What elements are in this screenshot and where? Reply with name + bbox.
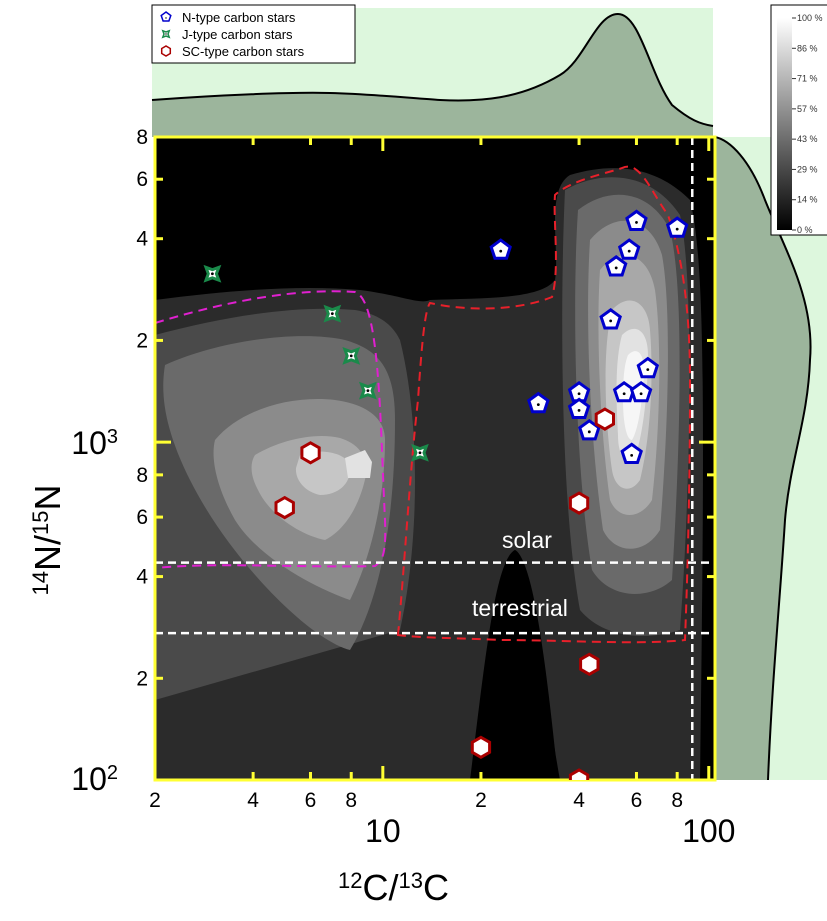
marker-hexagon-1 [300, 441, 321, 465]
marker-star4-0 [203, 264, 222, 283]
axis-ticks [153, 135, 715, 782]
x-tick-label-2: 6 [305, 789, 317, 812]
data-markers [203, 209, 689, 780]
colorbar-label-4: 43 % [797, 134, 818, 144]
y-major-tick-label-1: 103 [71, 425, 118, 461]
y-axis-title-sup2: 15 [28, 511, 53, 535]
x-tick-label-7: 8 [671, 789, 683, 812]
right-marginal-density [715, 137, 811, 780]
x-tick-label-3: 8 [345, 789, 357, 812]
reference-lines [155, 137, 715, 780]
y-tick-label-4: 2 [136, 329, 148, 352]
marker-hexagon-0 [274, 495, 295, 520]
colorbar-label-3: 57 % [797, 104, 818, 114]
marker-pentagon-9 [620, 442, 643, 464]
marker-pentagon-4 [578, 418, 601, 441]
y-axis-title-base1: N/ [27, 535, 68, 571]
marker-hexagon-3 [568, 768, 590, 780]
y-axis-title-sup1: 14 [28, 571, 53, 595]
colorbar-label-0: 100 % [797, 13, 823, 23]
legend: N-type carbon stars J-type carbon stars … [151, 4, 356, 64]
marker-pentagon-11 [629, 380, 653, 403]
plot-area [155, 137, 715, 780]
y-major-tick-exponent-1: 3 [107, 426, 118, 448]
y-tick-label-0: 2 [136, 667, 148, 690]
x-tick-label-5: 4 [573, 789, 585, 812]
colorbar-label-1: 86 % [797, 43, 818, 53]
legend-label-j-type: J-type carbon stars [182, 27, 293, 42]
x-axis-title-sup1: 12 [338, 868, 362, 893]
marker-pentagon-1 [527, 391, 550, 414]
x-axis-title-sup2: 13 [398, 868, 422, 893]
marker-pentagon-5 [599, 308, 622, 330]
x-tick-label-6: 6 [631, 789, 643, 812]
x-axis-title-base2: C [423, 867, 449, 908]
y-tick-label-5: 4 [136, 228, 148, 251]
colorbar-labels: 100 % 86 % 71 % 57 % 43 % 29 % 14 % 0 % [792, 13, 823, 235]
marker-hexagon-6 [594, 407, 615, 431]
x-tick-label-8: 10 [365, 813, 401, 849]
colorbar: 100 % 86 % 71 % 57 % 43 % 29 % 14 % 0 % [770, 4, 827, 236]
marker-pentagon-12 [636, 356, 660, 379]
legend-marker-star4 [161, 29, 171, 39]
y-tick-label-3: 8 [136, 464, 148, 487]
marker-star4-4 [411, 443, 429, 462]
y-tick-label-7: 8 [136, 126, 148, 149]
x-tick-label-0: 2 [149, 789, 161, 812]
right-marginal-distribution [714, 136, 827, 781]
legend-marker-hexagon [160, 45, 172, 57]
j-type-region-outline [155, 290, 387, 569]
legend-markers [160, 11, 172, 57]
top-marginal-density [152, 14, 713, 137]
marker-pentagon-13 [665, 216, 689, 238]
x-axis-title-base1: C/ [362, 867, 398, 908]
right-marginal-outline [714, 136, 812, 781]
x-tick-label-9: 100 [682, 813, 735, 849]
colorbar-gradient [777, 18, 792, 230]
x-axis-title: 12C/13C [338, 867, 449, 908]
colorbar-label-5: 29 % [797, 164, 818, 174]
legend-box [151, 4, 356, 64]
x-tick-label-1: 4 [247, 789, 259, 812]
y-tick-label-2: 6 [136, 506, 148, 529]
terrestrial-annotation: terrestrial [472, 595, 568, 621]
top-marginal-outline [151, 12, 714, 127]
marker-pentagon-0 [489, 238, 512, 260]
marker-pentagon-3 [567, 397, 591, 419]
colorbar-label-7: 0 % [797, 225, 813, 235]
colorbar-label-2: 71 % [797, 74, 818, 84]
x-tick-label-4: 2 [475, 789, 487, 812]
marker-hexagon-4 [568, 491, 590, 515]
marker-pentagon-6 [604, 255, 628, 277]
y-axis-title-base2: N [27, 485, 68, 511]
marker-pentagon-10 [625, 209, 648, 231]
y-major-tick-exponent-0: 2 [107, 762, 118, 784]
legend-label-sc-type: SC-type carbon stars [182, 44, 305, 59]
y-tick-label-6: 6 [136, 168, 148, 191]
density-contour-gap [478, 550, 558, 780]
legend-marker-pentagon [160, 11, 172, 22]
plot-frame [153, 135, 717, 782]
marker-hexagon-2 [470, 735, 492, 760]
marker-star4-3 [358, 381, 377, 400]
marker-hexagon-5 [579, 652, 600, 677]
y-axis-title: 14N/15N [27, 485, 68, 596]
marker-star4-1 [323, 304, 342, 323]
axis-tick-labels: 2 4 6 8 2 4 6 8 10 100 2 4 6 8 2 4 6 8 102 103 [71, 126, 735, 849]
n-type-region-outline [396, 165, 692, 644]
colorbar-label-6: 14 % [797, 195, 818, 205]
y-major-tick-label-0: 102 [71, 761, 118, 797]
marker-star4-2 [342, 346, 361, 365]
legend-label-n-type: N-type carbon stars [182, 10, 296, 25]
solar-annotation: solar [502, 527, 552, 553]
y-tick-label-1: 4 [136, 566, 148, 589]
marker-pentagon-8 [617, 238, 641, 260]
